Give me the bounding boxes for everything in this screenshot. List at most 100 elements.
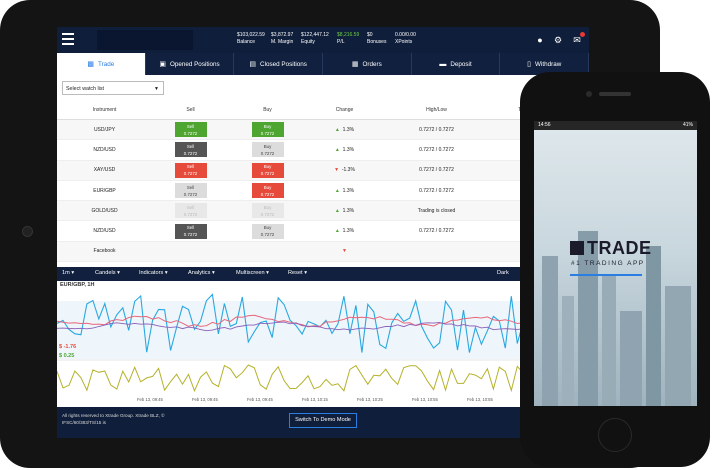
buy-button[interactable]: Buy 0.7272: [251, 223, 284, 239]
pl-negative: $ -1.76: [59, 344, 77, 350]
indicators-dropdown[interactable]: Indicators ▾: [139, 270, 168, 276]
tab-orders[interactable]: ▦ Orders: [323, 53, 412, 75]
ma-red-line: [57, 314, 589, 328]
sell-cell: Sell 0.7272: [152, 119, 229, 141]
margin-label: M. Margin: [271, 39, 294, 45]
sell-button[interactable]: Sell 0.7272: [174, 142, 207, 158]
table-row[interactable]: GOLD/USD Sell 0.7272 Buy 0.7272 ▲ 1.3% Tra…: [57, 200, 589, 222]
table-row[interactable]: Facebook ▼: [57, 241, 589, 263]
watchlist-select[interactable]: Select watch list ▼: [62, 81, 164, 95]
high-low-cell: 0.7272 / 0.7272: [383, 160, 490, 181]
buy-cell: Buy 0.7272: [229, 220, 306, 242]
candles-dropdown[interactable]: Candels ▾: [95, 270, 120, 276]
tab-closed-positions-label: Closed Positions: [260, 60, 307, 68]
table-row[interactable]: EUR/GBP Sell 0.7272 Buy 0.7272 ▲ 1.3% 0.72…: [57, 180, 589, 202]
table-row[interactable]: NZD/USD Sell 0.7272 Buy 0.7272 ▲ 1.3% 0.72…: [57, 220, 589, 242]
buy-button[interactable]: Buy 0.7272: [251, 142, 284, 158]
time-axis-label: Feb 13, 10:55: [412, 397, 439, 402]
sell-cell: Sell 0.7272: [152, 220, 229, 242]
change-cell: ▲ 1.3%: [306, 180, 383, 202]
reset-dropdown[interactable]: Reset ▾: [288, 270, 307, 276]
table-row[interactable]: USD/JPY Sell 0.7272 Buy 0.7272 ▲ 1.3% 0.72…: [57, 119, 589, 141]
tab-deposit[interactable]: ▬ Deposit: [412, 53, 501, 75]
withdraw-icon: ▯: [527, 61, 531, 68]
switch-demo-button[interactable]: Switch To Demo Mode: [289, 413, 357, 428]
change-cell: ▲ 1.3%: [306, 200, 383, 222]
tab-trade[interactable]: ▩ Trade: [57, 53, 146, 75]
analytics-label: Analytics: [188, 270, 211, 276]
tab-withdraw[interactable]: ▯ Withdraw: [500, 53, 589, 75]
user-icon[interactable]: ●: [537, 35, 543, 45]
home-button[interactable]: [598, 418, 632, 452]
buy-button[interactable]: Buy 0.7272: [251, 203, 284, 219]
buy-price: 0.7272: [260, 171, 275, 177]
buy-label: Buy: [263, 123, 272, 129]
equity-value: $122,447.12: [301, 32, 329, 38]
chevron-down-icon: ▼: [154, 86, 159, 92]
col-change: Change: [306, 101, 383, 120]
arrow-up-icon: ▲: [334, 126, 340, 133]
footer-bar: All rights reserved to Xtrade Group. Xtr…: [57, 407, 589, 438]
buy-button[interactable]: Buy 0.7272: [251, 183, 284, 199]
high-low-cell: Trading is closed: [383, 200, 490, 222]
change-cell: ▼ -1.3%: [306, 160, 383, 181]
sell-label: Sell: [186, 225, 195, 231]
watchlist-bar: Select watch list▼ ⚲: [57, 79, 589, 97]
sell-label: Sell: [186, 143, 195, 149]
price-chart[interactable]: Feb 13, 09:45 Feb 13, 09:45 Feb 13, 09:45 F…: [57, 281, 589, 403]
city-building: [620, 311, 642, 406]
ma-purple-line: [57, 321, 589, 332]
buy-button[interactable]: Buy 0.7272: [251, 122, 284, 138]
sell-cell: Sell 0.7272: [152, 180, 229, 202]
buy-label: Buy: [263, 204, 272, 210]
sell-button[interactable]: Sell 0.7272: [174, 183, 207, 199]
logo-word: TRADE: [587, 238, 652, 258]
chevron-down-icon: ▾: [71, 270, 75, 276]
analytics-dropdown[interactable]: Analytics ▾: [188, 270, 215, 276]
high-low-cell: 0.7272 / 0.7272: [383, 139, 490, 161]
menu-icon[interactable]: [62, 33, 74, 45]
tab-closed-positions[interactable]: ▤ Closed Positions: [234, 53, 324, 75]
chevron-down-icon: ▾: [117, 270, 120, 276]
sell-button[interactable]: Sell 0.7272: [174, 162, 207, 178]
oscillator-line: [57, 364, 589, 393]
brand-strip: [97, 30, 193, 50]
city-building: [665, 286, 691, 406]
sell-price: 0.7272: [183, 150, 198, 156]
timeframe-dropdown[interactable]: 1m ▾: [62, 270, 74, 276]
sell-button[interactable]: Sell 0.7272: [174, 203, 207, 219]
arrow-up-icon: ▲: [334, 228, 340, 235]
tab-opened-positions[interactable]: ▣ Opened Positions: [146, 53, 235, 75]
candles-label: Candels: [95, 270, 116, 276]
tab-trade-label: Trade: [98, 60, 115, 68]
instrument-cell: NZD/USD: [57, 220, 152, 242]
buy-label: Buy: [263, 225, 272, 231]
time-axis-label: Feb 13, 10:25: [357, 397, 384, 402]
sell-label: Sell: [186, 123, 195, 129]
sell-price: 0.7272: [183, 211, 198, 217]
table-row[interactable]: XAY/USD Sell 0.7272 Buy 0.7272 ▼ -1.3% 0.7…: [57, 160, 589, 181]
sell-button[interactable]: Sell 0.7272: [174, 122, 207, 138]
change-cell: ▲ 1.3%: [306, 139, 383, 161]
multiscreen-dropdown[interactable]: Multiscreen ▾: [236, 270, 269, 276]
change-value: 1.3%: [342, 228, 355, 235]
gear-icon[interactable]: ⚙: [553, 35, 563, 45]
buy-button[interactable]: Buy 0.7272: [251, 162, 284, 178]
change-value: -1.3%: [341, 167, 355, 174]
watchlist-select-value: Select watch list: [66, 86, 104, 92]
top-bar: $103,022.59 Balance $3,872.97 M. Margin $1…: [57, 27, 589, 53]
buy-price: 0.7272: [260, 191, 275, 197]
logo-tagline: #1 TRADING APP: [571, 260, 645, 267]
chart-toolbar: 1m ▾ Candels ▾ Indicators ▾ Analytics ▾ …: [57, 267, 589, 281]
table-row[interactable]: NZD/USD Sell 0.7272 Buy 0.7272 ▲ 1.3% 0.72…: [57, 139, 589, 161]
sell-price: 0.7272: [183, 191, 198, 197]
city-building: [646, 246, 661, 406]
high-low-cell: [383, 241, 490, 263]
change-value: 1.3%: [342, 146, 355, 153]
mail-icon[interactable]: ✉: [572, 32, 585, 45]
balance-label: Balance: [237, 39, 256, 45]
sell-button[interactable]: Sell 0.7272: [174, 223, 207, 239]
buy-cell: Buy 0.7272: [229, 160, 306, 181]
buy-price: 0.7272: [260, 150, 275, 156]
wallet-icon: ▬: [439, 60, 447, 68]
